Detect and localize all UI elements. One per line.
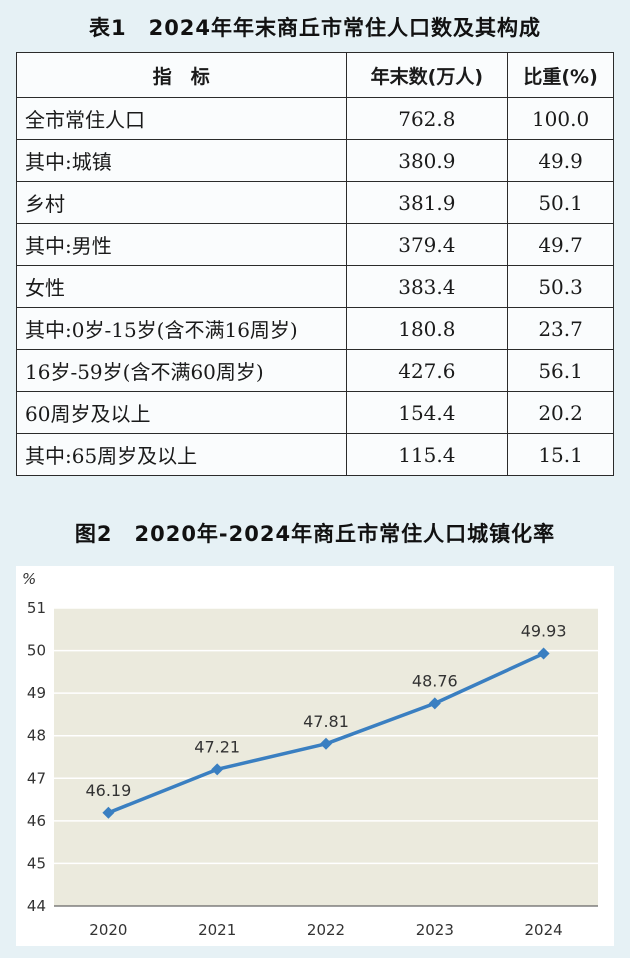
row-label: 全市常住人口: [16, 97, 347, 140]
plot-area: [54, 608, 598, 906]
chart-title: 图2 2020年-2024年商丘市常住人口城镇化率: [74, 522, 556, 546]
data-label: 48.76: [412, 671, 458, 690]
row-count: 383.4: [345, 265, 509, 308]
table-row: 女性 383.4 50.3: [16, 265, 614, 308]
row-count: 115.4: [345, 433, 509, 476]
data-point: [428, 697, 441, 710]
chart-svg: 44 45 46 47 48 49 50 51% 2020 2021 2022 2023 2024 46.…: [22, 570, 598, 939]
x-tick-label: 2022: [307, 921, 345, 939]
row-count: 379.4: [345, 223, 509, 266]
row-label: 其中:城镇: [16, 139, 347, 182]
row-label: 乡村: [16, 181, 347, 224]
data-point: [320, 737, 332, 750]
column-header: 比重(%): [507, 52, 614, 98]
table-title: 表1 2024年年末商丘市常住人口数及其构成: [88, 16, 542, 40]
table-row: 60周岁及以上 154.4 20.2: [16, 391, 614, 434]
row-label: 16岁-59岁(含不满60周岁): [16, 349, 347, 392]
row-share: 49.7: [507, 223, 614, 266]
column-header: 指 标: [16, 52, 347, 98]
table-row: 全市常住人口 762.8 100.0: [16, 97, 614, 140]
row-share: 50.1: [507, 181, 614, 224]
table-row: 其中:男性 379.4 49.7: [16, 223, 614, 266]
row-count: 427.6: [345, 349, 509, 392]
row-share: 23.7: [507, 307, 614, 350]
y-tick-label: 44: [27, 897, 46, 915]
population-table: 指 标 年末数(万人) 比重(%) 全市常住人口 762.8 100.0 其中:…: [16, 52, 614, 476]
row-share: 20.2: [507, 391, 614, 434]
x-tick-label: 2024: [525, 921, 563, 939]
data-point: [102, 806, 115, 819]
row-label: 女性: [16, 265, 347, 308]
y-tick-label: 48: [27, 727, 46, 745]
row-share: 100.0: [507, 97, 614, 140]
y-tick-label: 49: [27, 684, 46, 702]
row-share: 49.9: [507, 139, 614, 182]
row-count: 154.4: [345, 391, 509, 434]
data-label: 47.21: [194, 737, 240, 756]
row-share: 50.3: [507, 265, 614, 308]
row-share: 56.1: [507, 349, 614, 392]
data-label: 49.93: [521, 622, 567, 641]
row-count: 180.8: [345, 307, 509, 350]
row-label: 其中:65周岁及以上: [16, 433, 347, 476]
data-point: [211, 763, 224, 776]
y-tick-label: 51: [27, 599, 46, 617]
row-share: 15.1: [507, 433, 614, 476]
data-label: 46.19: [85, 781, 131, 800]
row-label: 其中:0岁-15岁(含不满16周岁): [16, 307, 347, 350]
y-tick-label: 45: [27, 854, 46, 872]
table-row: 乡村 381.9 50.1: [16, 181, 614, 224]
y-tick-label: 46: [27, 812, 46, 830]
table-row: 其中:65周岁及以上 115.4 15.1: [16, 433, 614, 476]
row-label: 60周岁及以上: [16, 391, 347, 434]
x-tick-label: 2021: [198, 921, 236, 939]
table-row: 其中:0岁-15岁(含不满16周岁) 180.8 23.7: [16, 307, 614, 350]
unit-label: %: [22, 570, 36, 588]
row-count: 380.9: [345, 139, 509, 182]
data-point: [537, 647, 550, 660]
table-header-row: 指 标 年末数(万人) 比重(%): [16, 52, 614, 98]
y-tick-label: 50: [27, 642, 46, 660]
urbanization-chart: 44 45 46 47 48 49 50 51% 2020 2021 2022 2023 2024 46.…: [16, 566, 614, 946]
row-count: 762.8: [345, 97, 509, 140]
table-row: 16岁-59岁(含不满60周岁) 427.6 56.1: [16, 349, 614, 392]
row-label: 其中:男性: [16, 223, 347, 266]
x-tick-label: 2020: [89, 921, 127, 939]
table-row: 其中:城镇 380.9 49.9: [16, 139, 614, 182]
y-tick-label: 47: [27, 769, 46, 787]
row-count: 381.9: [345, 181, 509, 224]
x-tick-label: 2023: [416, 921, 454, 939]
data-label: 47.81: [303, 712, 349, 731]
column-header: 年末数(万人): [345, 52, 509, 98]
